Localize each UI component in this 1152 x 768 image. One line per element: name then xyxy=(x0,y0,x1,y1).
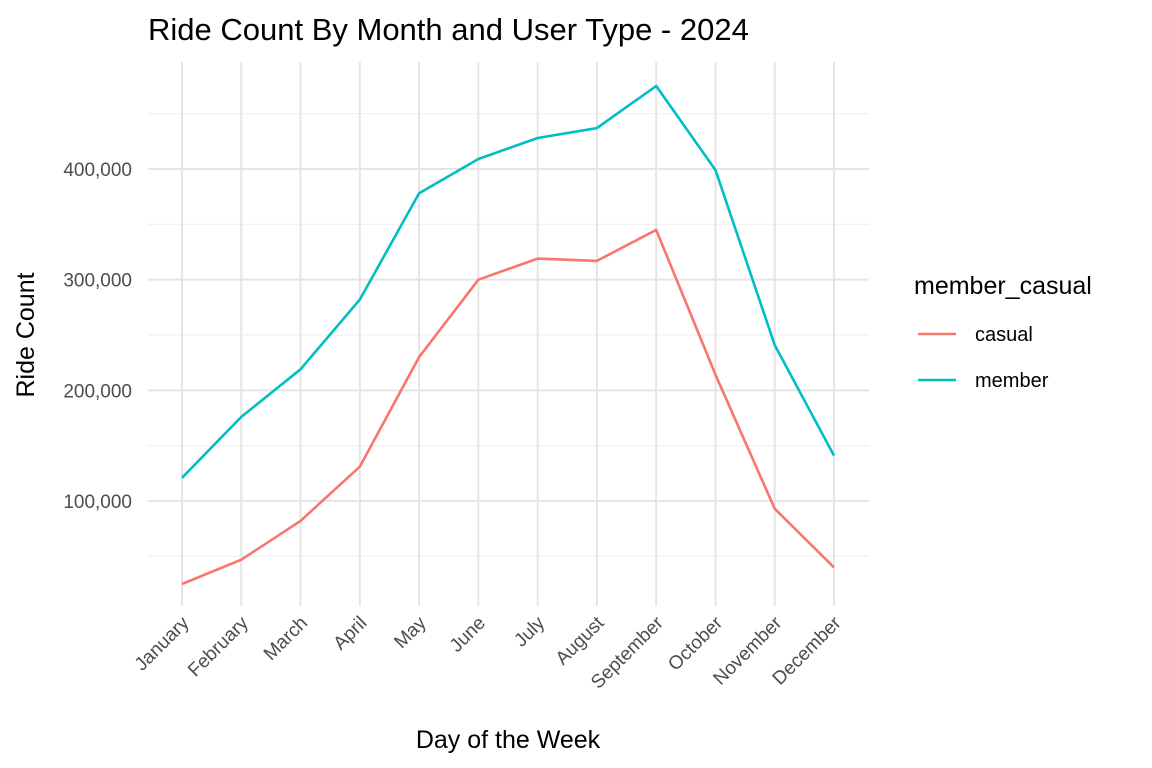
grid xyxy=(148,62,869,606)
legend: member_casual casual member xyxy=(914,272,1092,392)
x-axis-title: Day of the Week xyxy=(416,726,601,754)
series-lines xyxy=(181,84,836,586)
legend-items: casual member xyxy=(918,324,1049,392)
chart-title: Ride Count By Month and User Type - 2024 xyxy=(148,12,749,47)
legend-label-casual: casual xyxy=(975,324,1033,346)
x-tick-label: June xyxy=(446,613,490,657)
y-tick-label: 100,000 xyxy=(63,492,132,513)
y-tick-label: 200,000 xyxy=(63,381,132,402)
y-tick-labels: 100,000 200,000 300,000 400,000 xyxy=(63,160,132,513)
legend-title: member_casual xyxy=(914,272,1092,300)
x-tick-label: April xyxy=(330,613,372,655)
x-tick-label: July xyxy=(510,612,549,651)
x-tick-label: May xyxy=(390,612,431,653)
y-tick-label: 300,000 xyxy=(63,271,132,292)
x-tick-label: March xyxy=(260,613,312,665)
y-axis-title: Ride Count xyxy=(12,272,40,397)
series-line-casual xyxy=(181,228,835,586)
x-tick-label: February xyxy=(184,612,253,681)
legend-label-member: member xyxy=(975,370,1049,392)
series-line-member xyxy=(181,84,836,479)
y-tick-label: 400,000 xyxy=(63,160,132,181)
x-tick-label: August xyxy=(552,612,609,669)
